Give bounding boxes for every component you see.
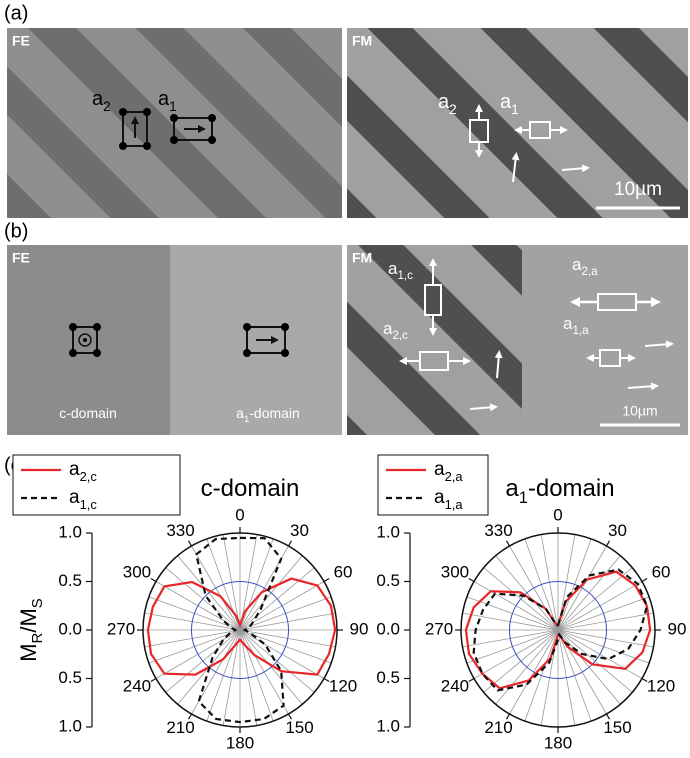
text-part: -domain — [249, 405, 300, 421]
text-part: 2 — [103, 99, 111, 114]
y-tick-label: 0.0 — [376, 619, 400, 638]
angle-tick-label: 180 — [226, 733, 254, 752]
angle-tick-label: 300 — [123, 562, 151, 581]
text-part: 1 — [169, 99, 177, 114]
scale-bar-label: 10µm — [622, 403, 657, 419]
image-label: FM — [352, 250, 372, 266]
angle-tick-label: 30 — [608, 521, 627, 540]
angle-tick-label: 300 — [441, 562, 469, 581]
panel-label: (a) — [4, 2, 28, 24]
text-part: -domain — [528, 475, 615, 502]
angle-tick — [469, 579, 474, 582]
angle-tick — [507, 541, 510, 546]
text-part: /M — [16, 608, 41, 632]
angle-tick-label: 60 — [334, 562, 353, 581]
angle-tick-label: 240 — [441, 676, 469, 695]
angle-tick-label: 330 — [166, 521, 194, 540]
angle-tick-label: 210 — [484, 718, 512, 737]
angle-tick — [151, 679, 156, 682]
y-axis-label: MR/MS — [16, 598, 47, 662]
angle-tick — [324, 579, 329, 582]
text-part: a — [505, 475, 519, 502]
angle-tick-label: 150 — [603, 718, 631, 737]
y-tick-label: 1.0 — [376, 522, 400, 541]
figure: (a) (b) (c) FE a2 a1 FM a2 a1 10µm FE — [0, 0, 690, 758]
angle-tick-label: 120 — [329, 676, 357, 695]
text-part: a — [434, 459, 445, 480]
text-part: S — [29, 598, 46, 608]
text-part: 1,c — [80, 497, 98, 512]
angle-tick-label: 0 — [235, 505, 244, 524]
y-tick-label: 1.0 — [58, 716, 82, 735]
angle-tick-label: 330 — [484, 521, 512, 540]
text-part: a — [69, 459, 80, 480]
chart-title: c-domain — [201, 475, 300, 502]
angle-tick-label: 240 — [123, 676, 151, 695]
text-part: c-domain — [59, 405, 117, 421]
panel-label: (b) — [4, 220, 28, 242]
angle-tick — [151, 579, 156, 582]
text-part: 1 — [511, 102, 519, 117]
angle-tick-label: 0 — [553, 505, 562, 524]
angle-tick — [189, 541, 192, 546]
text-part: R — [29, 632, 46, 643]
angle-tick — [469, 679, 474, 682]
chart-title: a1-domain — [505, 475, 614, 507]
text-part: 1,a — [572, 325, 589, 337]
angle-tick — [607, 541, 610, 546]
y-tick-label: 0.0 — [58, 619, 82, 638]
y-tick-label: 0.5 — [58, 668, 82, 687]
text-part: a — [236, 405, 244, 421]
text-part: c-domain — [201, 475, 300, 502]
angle-tick-label: 90 — [668, 619, 687, 638]
y-tick-label: 0.5 — [58, 571, 82, 590]
caption: c-domain — [59, 405, 117, 421]
text-part: 1,c — [397, 270, 413, 282]
text-part: a — [69, 487, 80, 508]
text-part: 2,c — [392, 330, 408, 342]
text-part: 2,a — [581, 266, 598, 278]
scale-bar-label: 10µm — [614, 179, 662, 200]
text-part: 2,c — [80, 469, 98, 484]
image-label: FM — [352, 33, 372, 49]
angle-tick-label: 270 — [107, 619, 135, 638]
y-tick-label: 0.5 — [376, 668, 400, 687]
legend-box — [378, 455, 488, 515]
y-tick-label: 1.0 — [376, 716, 400, 735]
angle-tick — [289, 541, 292, 546]
text-part: a — [434, 487, 445, 508]
y-tick-label: 0.5 — [376, 571, 400, 590]
y-tick-label: 1.0 — [58, 522, 82, 541]
text-part: 1,a — [445, 497, 464, 512]
angle-tick-label: 270 — [425, 619, 453, 638]
angle-tick-label: 30 — [290, 521, 309, 540]
angle-tick-label: 60 — [652, 562, 671, 581]
text-part: M — [16, 643, 41, 661]
text-part: 2 — [449, 102, 457, 117]
image-label: FE — [12, 33, 30, 49]
domain-region — [347, 245, 522, 435]
angle-tick — [642, 579, 647, 582]
angle-tick-label: 150 — [285, 718, 313, 737]
polar-charts: 03060901201501802102402703003301.00.50.0… — [13, 455, 686, 752]
text-part: 2,a — [445, 469, 464, 484]
image-label: FE — [12, 250, 30, 266]
text-part: 1 — [519, 489, 528, 507]
angle-tick-label: 120 — [647, 676, 675, 695]
angle-tick-label: 90 — [350, 619, 369, 638]
angle-tick-label: 180 — [544, 733, 572, 752]
angle-tick-label: 210 — [166, 718, 194, 737]
